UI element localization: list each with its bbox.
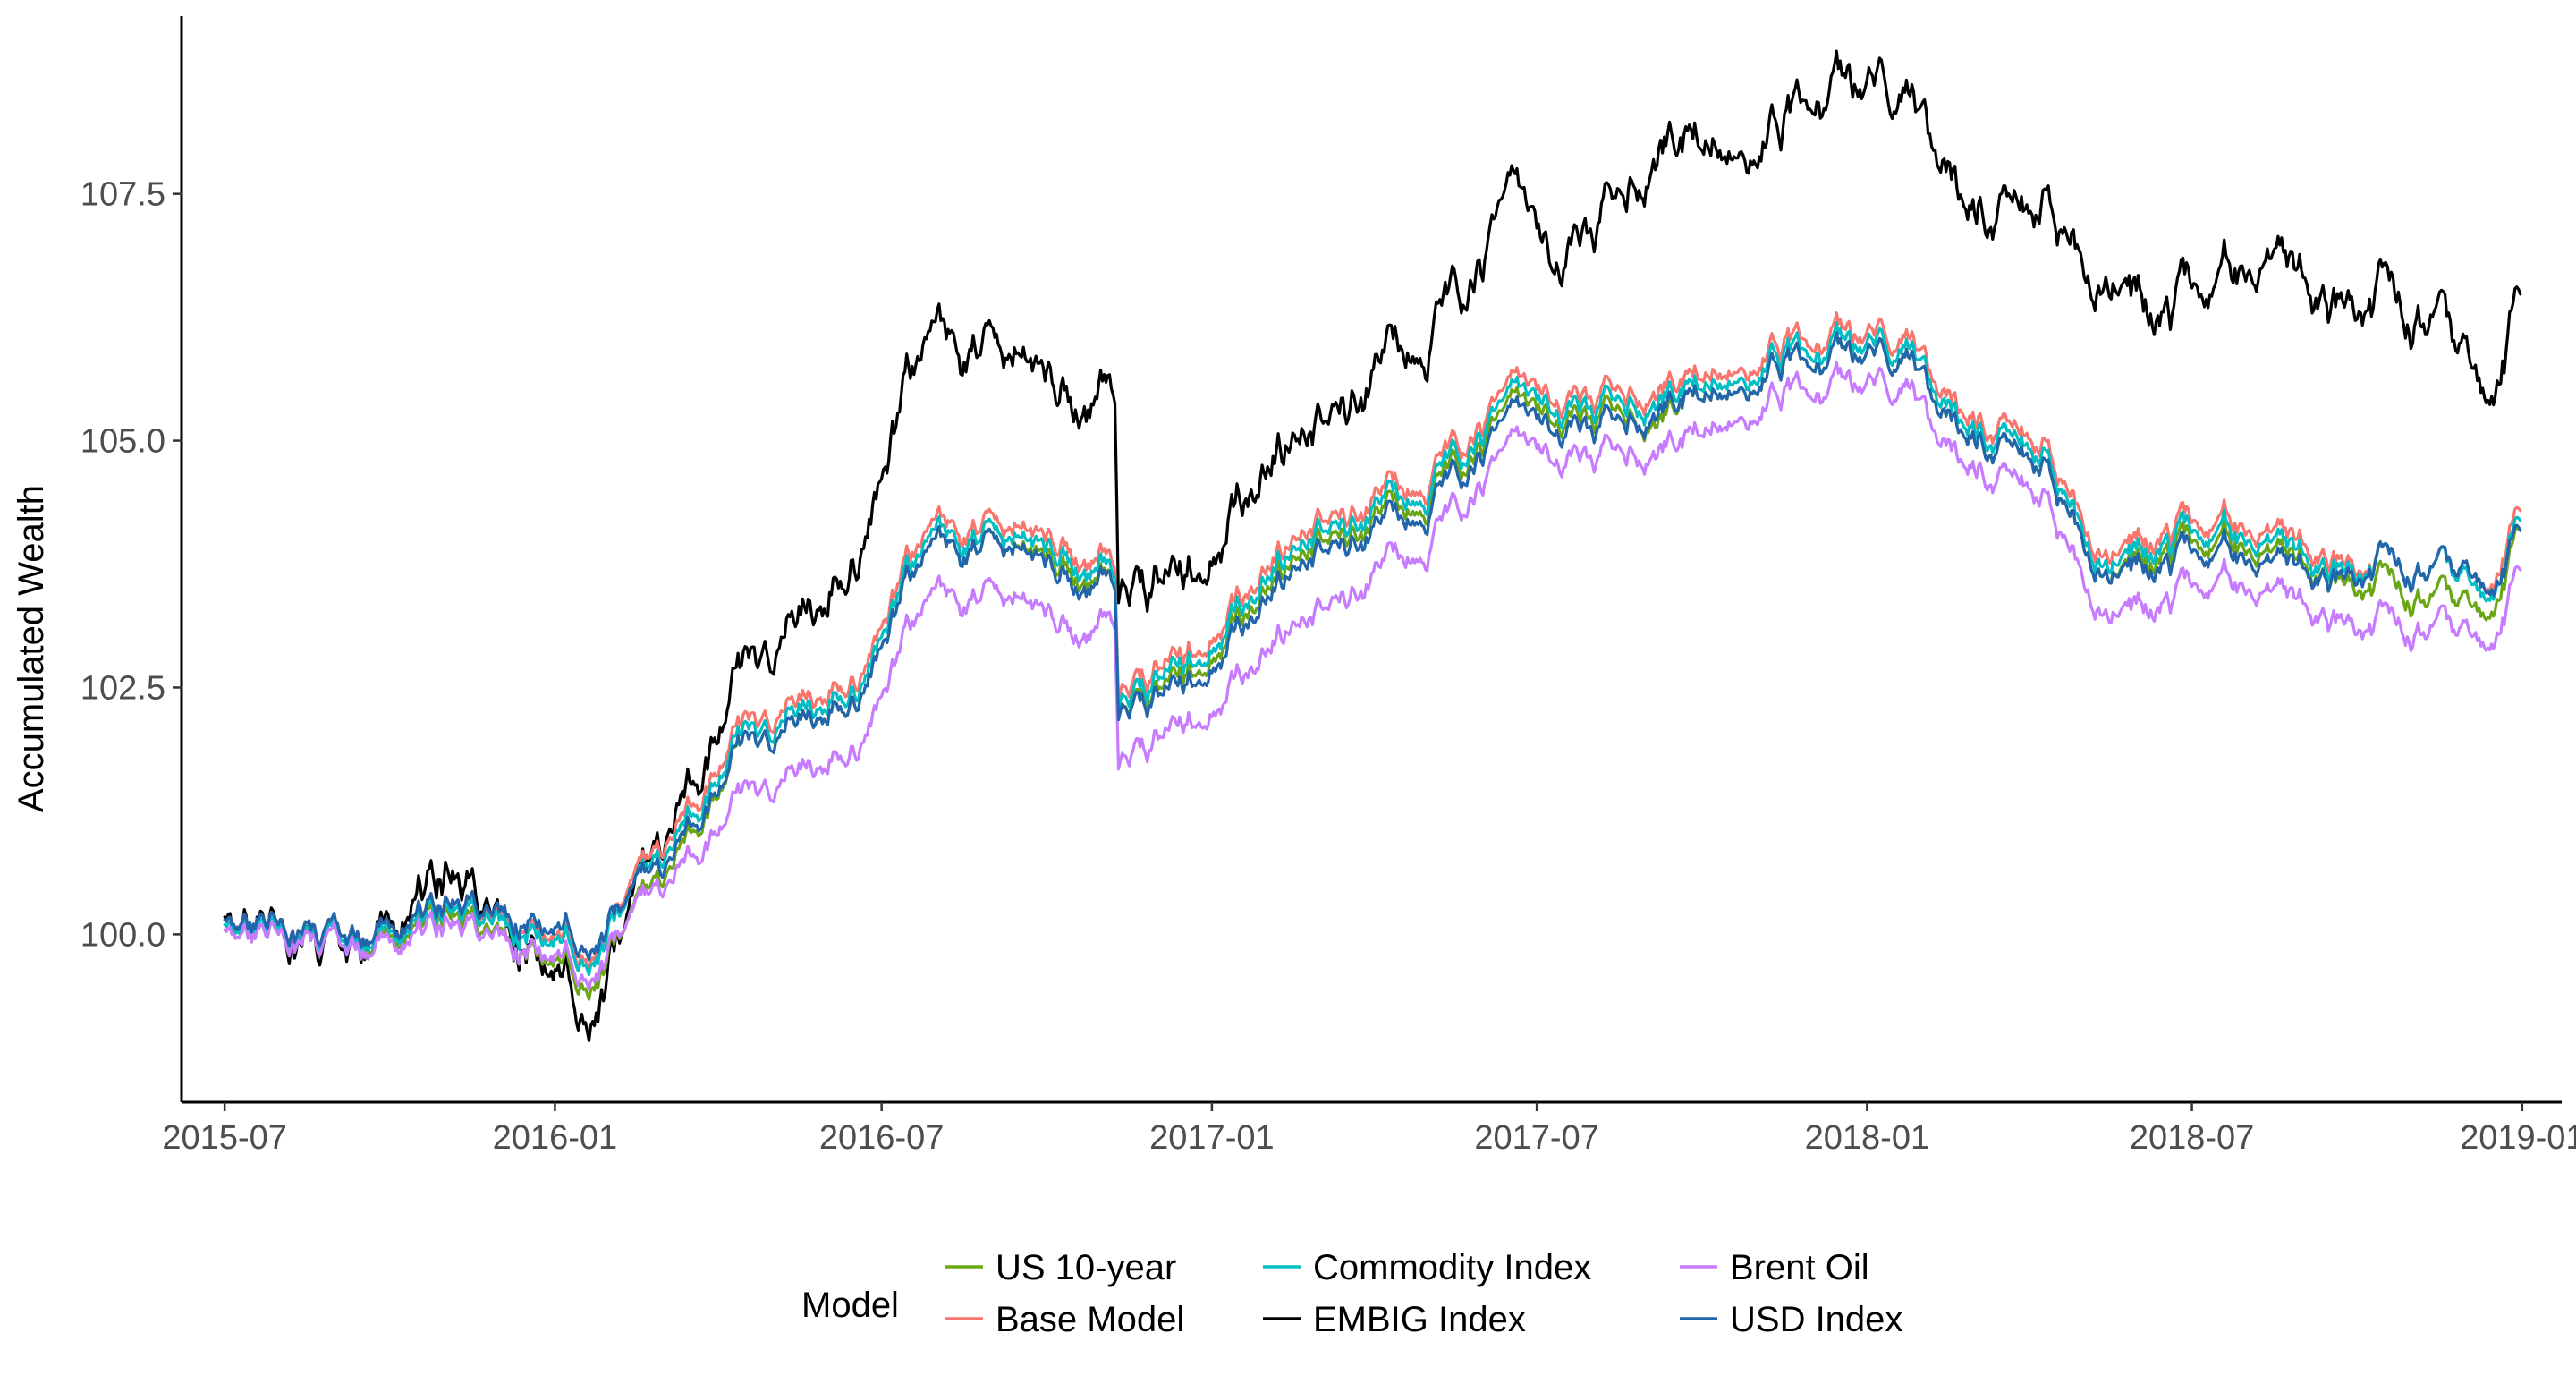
x-tick-label: 2015-07 <box>162 1119 286 1157</box>
x-ticks: 2015-07 2016-01 2016-07 2017-01 2017-07 2018-… <box>162 1102 2576 1157</box>
series-line-base-model <box>223 311 2522 972</box>
y-tick-label: 102.5 <box>80 669 165 707</box>
legend-label: Base Model <box>996 1300 1184 1339</box>
legend-label: Brent Oil <box>1730 1248 1869 1287</box>
series-line-embig-index <box>223 49 2522 1042</box>
series-line-usd-index <box>223 331 2522 962</box>
y-axis-title: Accumulated Wealth <box>12 485 51 812</box>
x-tick-label: 2017-07 <box>1474 1119 1598 1157</box>
x-tick-label: 2019-01 <box>2460 1119 2576 1157</box>
x-tick-label: 2017-01 <box>1149 1119 1274 1157</box>
legend-label: USD Index <box>1730 1300 1902 1339</box>
y-ticks: 100.0 102.5 105.0 107.5 <box>80 176 182 954</box>
y-tick-label: 105.0 <box>80 423 165 461</box>
legend: Model US 10-year Base Model Commodity Inde… <box>801 1248 1902 1339</box>
series-line-us-10-year <box>223 331 2522 1001</box>
legend-label: EMBIG Index <box>1313 1300 1526 1339</box>
y-tick-label: 100.0 <box>80 916 165 954</box>
series-line-brent-oil <box>223 361 2522 991</box>
x-tick-label: 2016-07 <box>819 1119 944 1157</box>
x-tick-label: 2018-01 <box>1805 1119 1929 1157</box>
y-tick-label: 107.5 <box>80 176 165 214</box>
legend-label: Commodity Index <box>1313 1248 1591 1287</box>
legend-title: Model <box>801 1286 899 1325</box>
series-layer <box>223 49 2522 1042</box>
x-tick-label: 2016-01 <box>493 1119 617 1157</box>
series-line-commodity-index <box>223 321 2522 977</box>
x-tick-label: 2018-07 <box>2130 1119 2254 1157</box>
legend-label: US 10-year <box>996 1248 1176 1287</box>
